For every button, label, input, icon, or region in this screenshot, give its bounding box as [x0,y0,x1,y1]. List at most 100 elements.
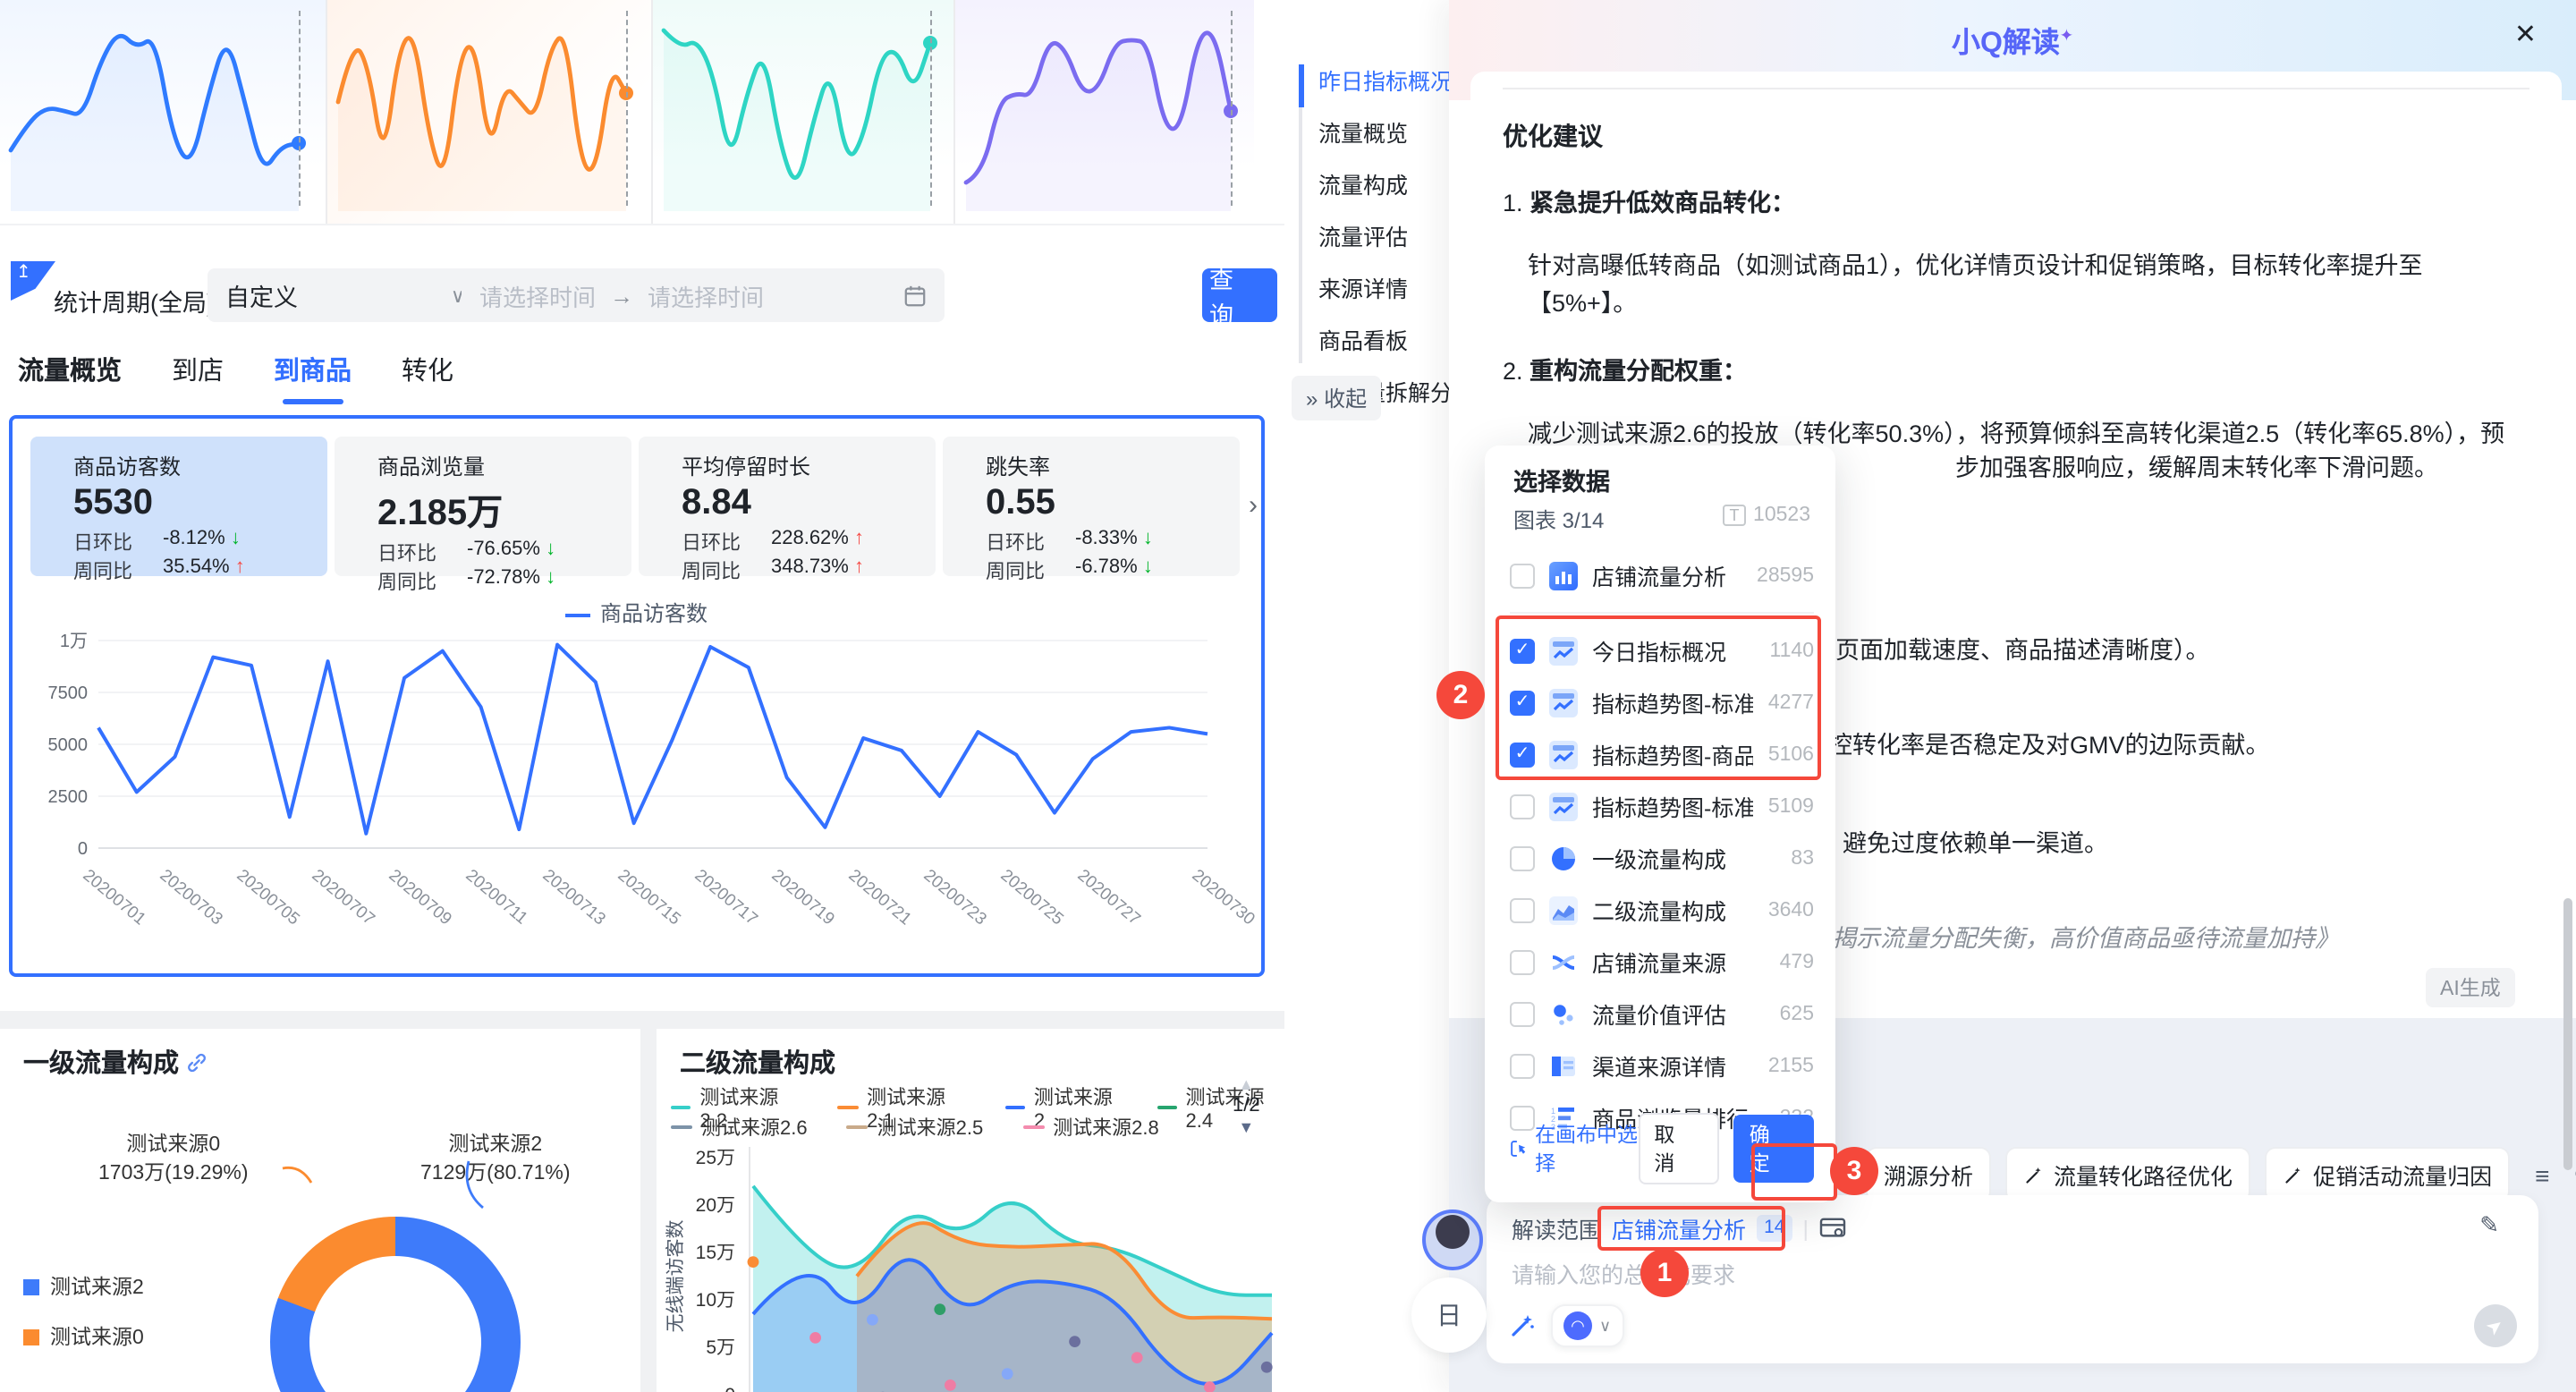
donut-legend-测试来源2[interactable]: 测试来源2 [23,1272,144,1301]
picker-item-店铺流量来源[interactable]: 店铺流量来源 479 [1510,936,1814,988]
checkbox-checked[interactable]: ✓ [1510,742,1535,767]
scrollbar[interactable] [2563,898,2572,1170]
pager-down-icon[interactable]: ▼ [1238,1117,1255,1136]
chat-input[interactable]: 请输入您的总结或要求 [1512,1263,1736,1288]
annotation-step-1: 1 [1640,1249,1689,1297]
area-legend-测试来源2.5[interactable]: 测试来源2.5 [846,1113,983,1142]
picker-item-指标趋势图-标准...[interactable]: 指标趋势图-标准... 5109 [1510,780,1814,832]
suggestion-title: 1. 紧急提升低效商品转化： [1503,189,1796,216]
sidebar-item-来源详情[interactable]: 来源详情 [1318,277,1409,302]
avatar[interactable] [1422,1210,1483,1270]
metric-value: 2.185万 [377,494,504,533]
metric-card-平均停留时长[interactable]: 平均停留时长 8.84 日环比 228.62% ↑ 周同比 348.73% ↑ [639,437,936,583]
period-select-value: 自定义 [225,284,298,311]
scope-chip[interactable]: 店铺流量分析 [1612,1218,1747,1243]
divider [0,1011,1284,1029]
action-button-促销活动流量归因[interactable]: 促销活动流量归因 [2265,1147,2511,1202]
select-data-popup: 选择数据 图表 3/14 T 10523 店铺流量分析 28595 ✓ 今日指标概况… [1485,446,1835,1202]
area-legend-测试来源2.4[interactable]: 测试来源2.4 [1157,1082,1284,1133]
token-total: T 10523 [1723,505,1810,526]
nav-rail [1299,64,1302,363]
checkbox-unchecked[interactable] [1510,897,1535,922]
sparkle-icon: ✦ [2059,26,2073,45]
trend-chart-icon [1549,792,1578,820]
picker-item-label: 指标趋势图-商品... [1592,744,1754,769]
tab-流量概览[interactable]: 流量概览 [18,358,122,386]
checkbox-checked[interactable]: ✓ [1510,690,1535,715]
checkbox-unchecked[interactable] [1510,949,1535,974]
pager-label: 1/2 [1233,1094,1260,1116]
floating-button[interactable]: 日 [1411,1277,1487,1353]
metric-day-row: 日环比 -8.33% ↓ [986,528,1153,555]
picker-item-流量价值评估[interactable]: 流量价值评估 625 [1510,988,1814,1040]
donut-legend-测试来源0[interactable]: 测试来源0 [23,1322,144,1351]
metric-title: 平均停留时长 [682,454,811,480]
legend-pager[interactable]: ▲ 1/2 ▼ [1233,1075,1260,1138]
send-button[interactable]: ➤ [2474,1304,2517,1347]
svg-text:1万: 1万 [60,632,88,651]
metric-card-商品浏览量[interactable]: 商品浏览量 2.185万 日环比 -76.65% ↓ 周同比 -72.78% ↓ [335,437,631,594]
checkbox-checked[interactable]: ✓ [1510,638,1535,663]
period-select[interactable]: 自定义 ∨ [208,268,483,322]
action-button-流量转化路径优化[interactable]: 流量转化路径优化 [2005,1147,2251,1202]
sidebar-item-流量评估[interactable]: 流量评估 [1318,225,1409,250]
checkbox-unchecked[interactable] [1510,563,1535,588]
checkbox-unchecked[interactable] [1510,1105,1535,1130]
picker-item-渠道来源详情[interactable]: 渠道来源详情 2155 [1510,1040,1814,1091]
tab-到商品[interactable]: 到商品 [274,351,352,404]
picker-item-一级流量构成[interactable]: 一级流量构成 83 [1510,832,1814,884]
report-text-fragment: 页面加载速度、商品描述清晰度）。 [1835,637,2210,664]
checkbox-unchecked[interactable] [1510,794,1535,819]
close-icon[interactable]: ✕ [2513,20,2537,50]
collapse-button[interactable]: » 收起 [1292,376,1382,420]
scope-label: 解读范围 [1512,1218,1602,1243]
metric-card-商品访客数[interactable]: 商品访客数 5530 日环比 -8.12% ↓ 周同比 35.54% ↑ [30,437,327,583]
visitors-trend-chart[interactable]: 1万 7500 5000 2500 0 [27,630,1229,862]
picker-item-指标趋势图-商品...[interactable]: ✓ 指标趋势图-商品... 5106 [1510,728,1814,780]
checkbox-unchecked[interactable] [1510,1001,1535,1026]
refresh-icon[interactable]: ⟳ [2574,1159,2576,1190]
area-legend-测试来源2.2[interactable]: 测试来源2.2 [671,1082,799,1133]
date-range-input[interactable]: 请选择时间 → 请选择时间 [462,268,945,322]
sidebar-item-流量构成[interactable]: 流量构成 [1318,174,1409,199]
sidebar-item-流量概览[interactable]: 流量概览 [1318,122,1409,147]
checkbox-unchecked[interactable] [1510,845,1535,870]
tab-转化[interactable]: 转化 [402,358,453,386]
picker-item-指标趋势图-标准...[interactable]: ✓ 指标趋势图-标准... 4277 [1510,676,1814,728]
x-tick-label: 20200713 [537,866,608,930]
checkbox-unchecked[interactable] [1510,1053,1535,1078]
metric-card-跳失率[interactable]: 跳失率 0.55 日环比 -8.33% ↓ 周同比 -6.78% ↓ [943,437,1240,583]
picker-item-二级流量构成[interactable]: 二级流量构成 3640 [1510,884,1814,936]
model-selector[interactable]: ◠ ∨ [1551,1304,1624,1347]
sidebar-item-商品看板[interactable]: 商品看板 [1318,329,1409,354]
area-chart-icon [1549,895,1578,924]
picker-item-count: 28595 [1757,564,1814,586]
tab-到店[interactable]: 到店 [172,358,224,386]
area-legend-测试来源2.1[interactable]: 测试来源2.1 [837,1082,966,1133]
area-legend-测试来源2.8[interactable]: 测试来源2.8 [1022,1113,1159,1142]
cards-next-icon[interactable]: › [1249,490,1258,521]
picker-item-label: 店铺流量分析 [1592,565,1727,590]
area-legend-row-1: 测试来源2.2 测试来源2.1 测试来源2 测试来源2.4 [671,1082,1284,1133]
list-icon[interactable]: ≡ [2535,1160,2550,1189]
sidebar-item-昨日指标概况[interactable]: 昨日指标概况 [1318,70,1453,95]
pager-up-icon[interactable]: ▲ [1238,1075,1255,1093]
secondary-traffic-area-chart[interactable]: 25万 20万 15万 10万 5万 0 无线端访客数 [664,1140,1279,1392]
confirm-button[interactable]: 确 定 [1733,1115,1814,1183]
pin-filter-icon[interactable]: ↥ [11,261,55,301]
picker-item-今日指标概况[interactable]: ✓ 今日指标概况 1140 [1510,624,1814,676]
donut-callout-0: 测试来源0 1703万(19.29%) [98,1134,249,1184]
svg-text:10万: 10万 [696,1290,735,1311]
magic-wand-icon[interactable] [1508,1311,1537,1340]
x-tick-label: 20200725 [996,866,1067,930]
scatter-chart-icon [1549,999,1578,1028]
action-button-溯源分析[interactable]: 溯源分析 [1866,1147,1992,1202]
picker-item-店铺流量分析[interactable]: 店铺流量分析 28595 [1510,549,1814,601]
link-icon[interactable] [186,1052,208,1074]
board-settings-icon[interactable] [1819,1217,1846,1240]
edit-icon[interactable]: ✎ [2479,1211,2499,1238]
select-in-canvas-link[interactable]: 在画布中选择 [1510,1120,1638,1177]
area-legend-测试来源2.6[interactable]: 测试来源2.6 [671,1113,808,1142]
cancel-button[interactable]: 取 消 [1638,1113,1719,1184]
query-button[interactable]: 查 询 [1202,267,1277,329]
